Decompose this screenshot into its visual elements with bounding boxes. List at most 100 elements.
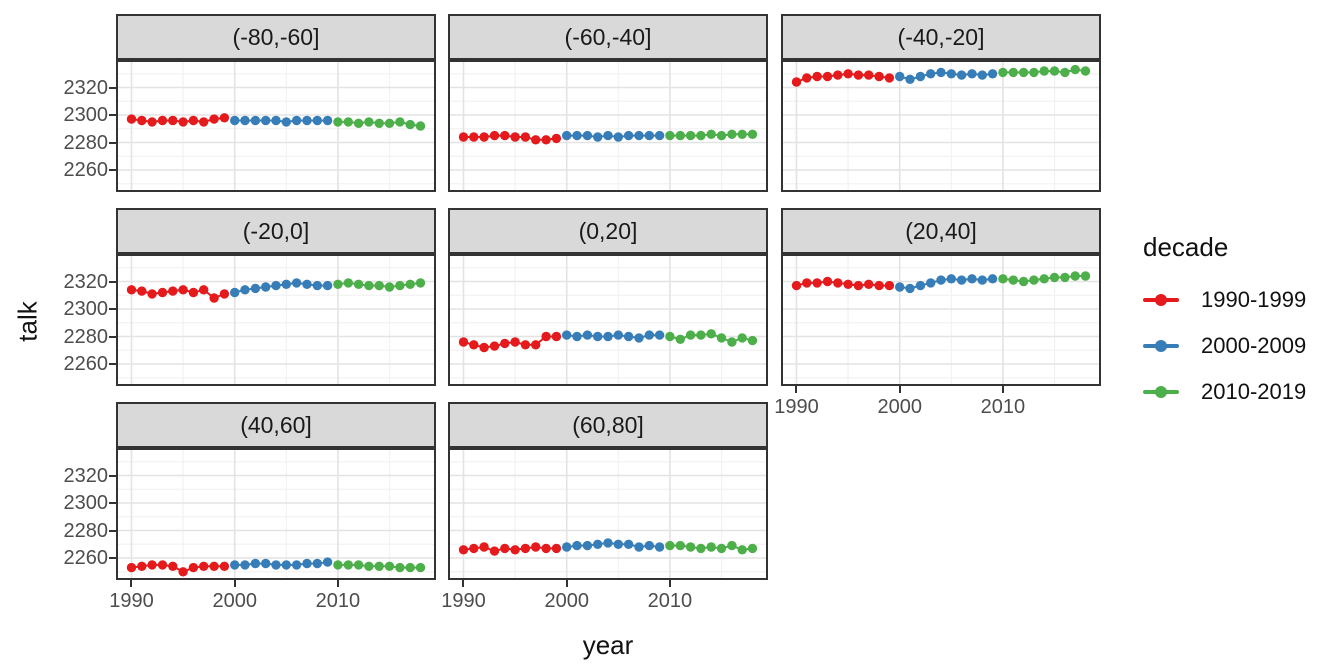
data-point <box>469 132 479 142</box>
facet-panel <box>116 60 436 192</box>
x-tick-mark <box>668 580 671 587</box>
data-point <box>613 330 623 340</box>
y-axis-title: talk <box>12 301 43 342</box>
data-point <box>737 545 747 555</box>
data-point <box>623 130 634 141</box>
data-point <box>812 71 822 82</box>
y-tick-mark <box>109 474 116 477</box>
x-tick-mark <box>565 580 568 587</box>
data-point <box>374 118 384 128</box>
data-point <box>531 340 541 350</box>
y-tick-mark <box>109 557 116 559</box>
facet-strip-label: (40,60] <box>240 411 312 438</box>
decade-line <box>463 134 557 141</box>
x-tick-mark <box>795 386 798 393</box>
y-tick-label: 2260 <box>63 159 109 181</box>
data-point <box>178 117 188 127</box>
facet-plot-area <box>118 256 434 384</box>
data-point <box>364 561 374 571</box>
y-tick-label: 2300 <box>63 492 109 514</box>
data-point <box>926 69 936 79</box>
data-point <box>302 115 312 126</box>
data-point <box>147 289 157 299</box>
data-point <box>219 561 230 571</box>
data-point <box>634 333 644 343</box>
decade-line <box>234 119 328 123</box>
data-point <box>415 121 426 131</box>
y-tick-mark <box>109 141 116 144</box>
data-point <box>853 280 864 291</box>
facet-strip: (0,20] <box>448 208 768 254</box>
data-point <box>126 562 137 573</box>
data-point <box>926 278 936 288</box>
data-point <box>219 113 230 123</box>
data-point <box>572 130 582 141</box>
data-point <box>384 282 395 292</box>
data-point <box>312 280 322 291</box>
data-point <box>322 557 333 567</box>
data-point <box>874 280 884 291</box>
data-point <box>469 340 479 350</box>
data-point <box>137 286 147 296</box>
data-point <box>541 331 551 342</box>
data-point <box>706 542 716 552</box>
data-point <box>1060 67 1070 78</box>
data-point <box>531 542 541 552</box>
data-point <box>747 129 758 139</box>
data-point <box>291 278 302 288</box>
facet-strip-label: (-80,-60] <box>232 23 320 50</box>
data-point <box>531 135 541 145</box>
data-point <box>520 340 531 350</box>
decade-line <box>463 545 557 553</box>
data-point <box>654 542 665 552</box>
data-point <box>510 337 520 347</box>
data-point <box>551 543 562 554</box>
x-tick-mark <box>898 386 901 393</box>
data-point <box>469 543 479 554</box>
data-point <box>343 117 353 127</box>
x-tick-label: 2000 <box>544 590 589 612</box>
data-point <box>199 285 209 295</box>
x-tick-mark <box>462 580 465 587</box>
x-tick-mark <box>1001 386 1004 393</box>
y-tick-label: 2300 <box>63 104 109 126</box>
facet-panel <box>781 254 1101 386</box>
data-point <box>405 562 415 573</box>
data-point <box>915 280 926 291</box>
data-point <box>593 539 603 549</box>
decade-line <box>131 288 225 300</box>
data-point <box>353 560 364 570</box>
data-point <box>458 337 469 347</box>
data-point <box>884 73 895 83</box>
data-point <box>987 69 998 79</box>
data-point <box>1029 275 1039 285</box>
data-point <box>271 560 281 570</box>
facet-plot-area <box>118 450 434 578</box>
data-point <box>500 543 510 554</box>
decade-line <box>796 280 890 287</box>
data-point <box>654 130 665 141</box>
data-point <box>168 561 178 571</box>
x-tick-label: 2000 <box>877 396 922 418</box>
data-point <box>230 115 240 126</box>
data-point <box>551 331 562 342</box>
data-point <box>737 333 747 343</box>
data-point <box>562 130 572 141</box>
data-point <box>634 130 644 141</box>
facet-panel <box>448 254 768 386</box>
data-point <box>261 282 271 292</box>
legend-item-2010-2019: 2010-2019 <box>1143 377 1306 407</box>
y-tick-mark <box>109 169 116 171</box>
data-point <box>126 114 137 124</box>
data-point <box>405 279 415 289</box>
data-point <box>613 132 623 142</box>
data-point <box>562 330 572 340</box>
data-point <box>977 70 987 80</box>
data-point <box>291 560 302 570</box>
data-point <box>1060 272 1070 283</box>
x-tick-mark <box>233 580 236 587</box>
data-point <box>147 560 157 570</box>
data-point <box>905 283 915 294</box>
facet-strip-label: (-20,0] <box>242 217 310 244</box>
data-point <box>458 132 469 142</box>
